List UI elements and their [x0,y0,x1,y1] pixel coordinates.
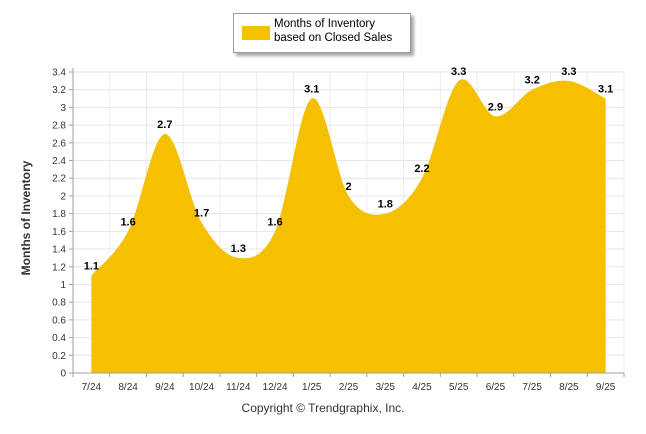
y-tick-label: 0 [60,369,66,380]
x-tick-label: 8/25 [559,382,579,393]
data-label: 3.3 [561,66,576,78]
data-label: 1.7 [194,208,209,220]
x-tick-labels: 7/24 8/24 9/24 10/24 11/24 12/24 1/25 2/25 3/25 4… [82,382,616,393]
data-label: 2 [345,181,351,193]
copyright-text: Copyright © Trendgraphix, Inc. [241,401,405,415]
y-tick-label: 3.4 [52,68,66,79]
x-tick-label: 12/24 [263,382,288,393]
data-label: 1.1 [84,261,99,273]
y-tick-label: 1.2 [52,262,66,273]
data-label: 1.8 [378,199,393,211]
x-tick-label: 11/24 [226,382,251,393]
x-tick-label: 5/25 [449,382,469,393]
data-label: 2.7 [157,119,172,131]
data-label: 1.6 [120,216,135,228]
data-labels: 1.1 1.6 2.7 1.7 1.3 1.6 3.1 2 1.8 2.2 3.3 2.9 3.2 3.3… [84,66,614,273]
data-label: 2.9 [488,101,503,113]
y-tick-label: 2.6 [52,138,66,149]
x-tick-label: 7/24 [82,382,102,393]
data-label: 3.3 [451,66,466,78]
x-tick-label: 7/25 [522,382,542,393]
x-tick-label: 4/25 [412,382,432,393]
data-label: 3.1 [598,84,613,96]
y-tick-label: 3.2 [52,85,66,96]
y-tick-labels: 0 0.2 0.4 0.6 0.8 1 1.2 1.4 1.6 1.8 2 2.2 2.4 2.6 2.8 3… [52,68,66,380]
x-tick-label: 2/25 [339,382,359,393]
legend-label: Months of Inventory based on Closed Sale… [274,18,393,44]
data-label: 3.2 [525,75,540,87]
x-tick-label: 1/25 [302,382,322,393]
y-tick-label: 1 [60,280,66,291]
x-tick-label: 8/24 [118,382,138,393]
y-tick-label: 0.4 [52,333,66,344]
x-tick-label: 9/25 [596,382,616,393]
x-tick-label: 9/24 [155,382,175,393]
legend-swatch [242,26,270,40]
y-tick-label: 0.2 [52,351,66,362]
y-tick-label: 2.4 [52,156,66,167]
data-label: 1.6 [267,216,282,228]
x-tick-label: 6/25 [486,382,506,393]
y-tick-label: 0.8 [52,298,66,309]
inventory-area [91,79,606,373]
y-tick-label: 2.2 [52,174,66,185]
data-label: 1.3 [231,243,246,255]
x-tick-label: 3/25 [375,382,395,393]
data-label: 3.1 [304,84,319,96]
y-tick-label: 1.4 [52,245,66,256]
y-tick-label: 2.8 [52,121,66,132]
legend: Months of Inventory based on Closed Sale… [233,13,411,53]
y-tick-label: 0.6 [52,315,66,326]
data-label: 2.2 [414,163,429,175]
y-tick-label: 3 [60,103,66,114]
y-axis-title: Months of Inventory [19,160,33,276]
area-series [91,79,606,373]
y-tick-label: 2 [60,191,66,202]
axes [69,68,625,377]
y-tick-label: 1.6 [52,227,66,238]
y-tick-label: 1.8 [52,209,66,220]
x-tick-label: 10/24 [189,382,214,393]
